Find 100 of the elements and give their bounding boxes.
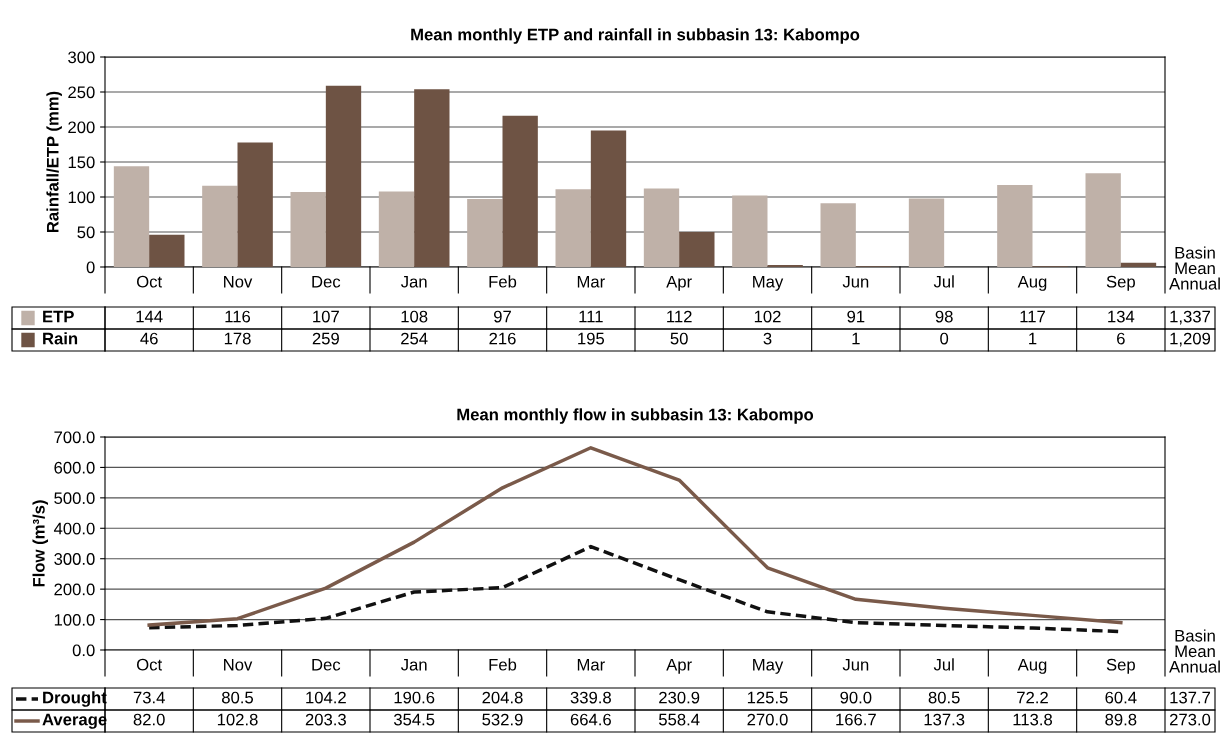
x-tick-label: May <box>753 275 784 291</box>
x-tick-label: Jun <box>842 275 869 288</box>
data-label: 113.8 <box>1013 713 1053 726</box>
bar <box>997 185 1033 267</box>
data-label: 50 <box>670 332 688 345</box>
x-tick-label: Feb <box>489 275 517 288</box>
bar <box>1085 173 1121 267</box>
text: 1,209 <box>1170 332 1211 347</box>
bar <box>590 130 627 267</box>
x-tick-label: Mar <box>577 275 605 288</box>
data-label: 125.5 <box>747 691 788 704</box>
y-tick-label: 200 <box>68 121 95 134</box>
x-tick-label: Sep <box>1106 658 1135 674</box>
x-tick-label: Apr <box>666 658 692 674</box>
x-tick-label: Oct <box>136 658 163 671</box>
x-tick-label: Nov <box>224 275 253 288</box>
data-label: 259 <box>312 332 339 345</box>
bar <box>378 191 415 267</box>
data-label: 104.2 <box>306 691 346 704</box>
y-tick-label: 100 <box>68 191 95 204</box>
data-label: 137.3 <box>924 713 965 726</box>
y-tick-label: 100.0 <box>54 613 95 626</box>
data-label: 6 <box>1117 332 1125 345</box>
y-tick-label: 0.0 <box>72 644 95 657</box>
text: Basin Mean Annual <box>1169 246 1220 290</box>
data-label: 354.5 <box>393 713 435 726</box>
x-tick-label: Feb <box>489 658 517 671</box>
y-tick-label: 400.0 <box>53 522 95 535</box>
data-label: 60.4 <box>1105 691 1137 704</box>
data-label: 144 <box>136 310 163 323</box>
bar <box>679 232 715 267</box>
bar <box>113 166 150 267</box>
data-label: 558.4 <box>658 713 700 726</box>
data-label: 1 <box>852 332 860 345</box>
data-label: 80.5 <box>222 691 254 704</box>
legend-label: ETP <box>43 310 74 323</box>
data-label: 3 <box>763 332 772 345</box>
bar <box>767 264 803 267</box>
data-label: 97 <box>494 310 511 323</box>
bar <box>467 199 503 267</box>
legend-label: Rain <box>43 332 78 345</box>
x-tick-label: Mar <box>577 658 605 671</box>
data-label: 102.8 <box>217 713 258 726</box>
y-tick-label: 500.0 <box>54 492 95 505</box>
data-label: 107 <box>313 310 339 323</box>
data-label: 73.4 <box>133 691 165 704</box>
y-tick-label: 600.0 <box>54 461 95 474</box>
data-label: 46 <box>140 332 158 345</box>
x-tick-label: May <box>753 658 784 674</box>
data-label: 112 <box>667 310 692 323</box>
data-label: 116 <box>225 310 251 323</box>
data-label: 230.9 <box>659 691 700 704</box>
data-label: 254 <box>401 332 428 345</box>
x-tick-label: Aug <box>1017 658 1047 674</box>
text: 273.0 <box>1169 713 1211 726</box>
bar <box>149 234 185 267</box>
x-tick-label: Oct <box>136 275 163 288</box>
x-tick-label: Jul <box>933 275 954 288</box>
data-label: 90.0 <box>840 691 872 704</box>
line-series <box>147 446 1123 627</box>
bar <box>643 188 680 267</box>
bar <box>290 192 326 267</box>
x-tick-label: Jan <box>400 658 427 671</box>
y-tick-label: 700.0 <box>54 431 95 444</box>
data-label: 98 <box>935 310 953 323</box>
data-label: 195 <box>578 332 605 345</box>
data-label: 204.8 <box>482 691 523 704</box>
bar <box>325 85 362 267</box>
y-tick-label: 0 <box>86 261 95 274</box>
x-tick-label: Sep <box>1106 275 1135 291</box>
data-label: 0 <box>940 332 949 345</box>
x-tick-label: Apr <box>666 275 692 291</box>
y-tick-label: 300.0 <box>54 553 95 565</box>
data-label: 664.6 <box>570 713 611 726</box>
data-label: 178 <box>224 332 251 345</box>
data-label: 91 <box>847 310 865 323</box>
x-tick-label: Dec <box>312 658 341 671</box>
data-label: 166.7 <box>836 713 876 726</box>
bar <box>908 198 945 267</box>
data-label: 89.8 <box>1105 713 1137 726</box>
x-tick-label: Aug <box>1017 275 1047 291</box>
data-label: 117 <box>1020 310 1045 323</box>
data-label: 190.6 <box>394 691 435 704</box>
data-label: 111 <box>579 310 603 323</box>
bar <box>237 142 273 267</box>
y-axis-title: Flow (m³/s) <box>32 500 49 587</box>
data-label: 108 <box>401 310 428 323</box>
x-tick-label: Jul <box>933 658 954 671</box>
chart-title: Mean monthly ETP and rainfall in subbasin 13: Kabompo <box>411 28 860 44</box>
data-label: 532.9 <box>482 713 523 726</box>
data-label: 339.8 <box>570 691 611 704</box>
text: Basin Mean Annual <box>1169 629 1220 673</box>
y-tick-label: 150 <box>68 156 95 169</box>
data-label: 102 <box>754 310 781 323</box>
x-tick-label: Dec <box>312 275 341 288</box>
x-tick-label: Jun <box>842 658 869 671</box>
data-label: 203.3 <box>305 713 346 726</box>
y-tick-label: 300 <box>68 51 95 64</box>
data-label: 270.0 <box>747 713 788 726</box>
bar <box>732 195 768 267</box>
